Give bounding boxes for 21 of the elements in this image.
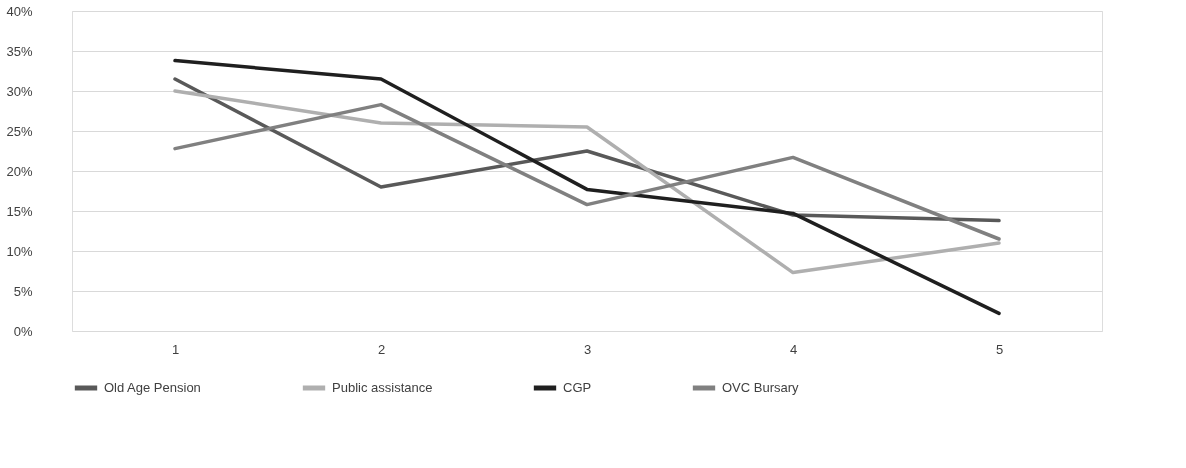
legend-label: CGP (563, 380, 592, 395)
y-tick-label: 0% (13, 323, 33, 339)
y-tick-label: 20% (6, 163, 33, 179)
y-tick-label: 30% (6, 83, 33, 99)
legend-label: OVC Bursary (722, 380, 800, 395)
y-tick-label: 25% (6, 123, 33, 139)
x-tick-label: 2 (377, 341, 386, 357)
y-tick-label: 40% (6, 3, 33, 19)
x-tick-label: 5 (995, 341, 1004, 357)
legend-label: Old Age Pension (104, 380, 201, 395)
y-tick-label: 15% (6, 203, 33, 219)
line-series (173, 102, 1001, 241)
line-series (173, 58, 1001, 316)
y-tick-label: 10% (6, 243, 33, 259)
x-tick-label: 4 (789, 341, 798, 357)
y-tick-label: 5% (13, 283, 33, 299)
line-series (173, 89, 1001, 275)
x-tick-label: 3 (583, 341, 592, 357)
legend-label: Public assistance (332, 380, 433, 395)
x-tick-label: 1 (171, 341, 180, 357)
y-tick-label: 35% (6, 43, 33, 59)
